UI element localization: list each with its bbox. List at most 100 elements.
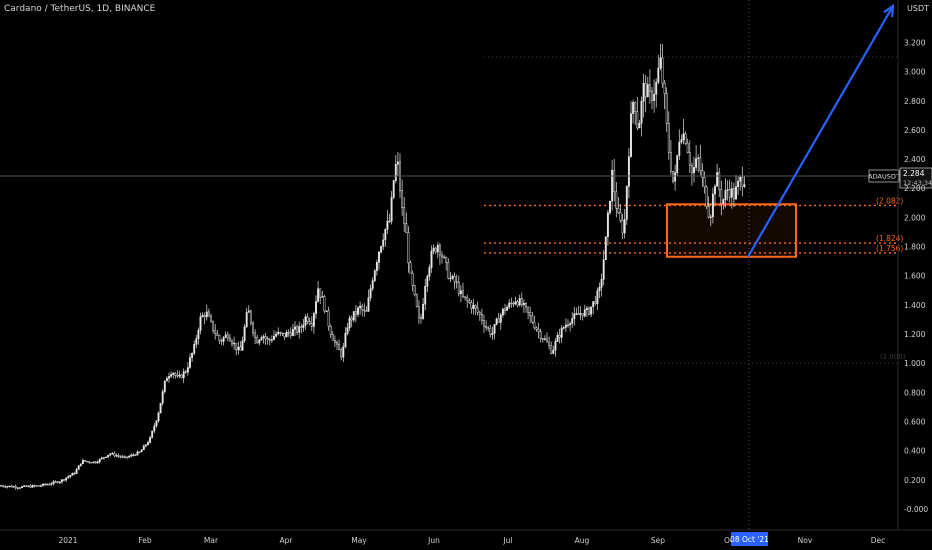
y-tick-label: 1.800 bbox=[904, 243, 926, 252]
candle-body bbox=[600, 279, 603, 288]
candle-body bbox=[455, 281, 458, 283]
candle-body bbox=[308, 321, 311, 324]
candle-body bbox=[142, 445, 145, 451]
candle-body bbox=[579, 313, 582, 315]
candle-body bbox=[732, 188, 735, 200]
candle-body bbox=[155, 420, 158, 427]
candle-body bbox=[138, 451, 141, 453]
candle-body bbox=[405, 223, 408, 233]
candle-body bbox=[550, 345, 553, 354]
candle-body bbox=[588, 307, 590, 315]
candle-body bbox=[466, 297, 469, 301]
candle-body bbox=[663, 82, 666, 94]
candle-body bbox=[638, 123, 641, 129]
candle-body bbox=[126, 456, 128, 458]
candle-body bbox=[424, 286, 427, 305]
candle-body bbox=[107, 454, 110, 458]
price-axis[interactable]: 3.200 3.000 2.800 2.600 2.400 2.200 2.000 1.800… bbox=[897, 0, 928, 530]
y-tick-label: 3.200 bbox=[904, 38, 926, 47]
candle-body bbox=[186, 367, 189, 373]
candle-body bbox=[695, 158, 698, 168]
candle-body bbox=[191, 352, 194, 358]
candle-body bbox=[279, 331, 282, 334]
candle-body bbox=[474, 305, 477, 309]
candle-body bbox=[726, 189, 729, 191]
candle-body bbox=[58, 481, 61, 484]
y-tick-label: 1.600 bbox=[904, 272, 926, 281]
candle-body bbox=[90, 462, 93, 464]
candle-body bbox=[720, 189, 723, 204]
candle-body bbox=[384, 229, 387, 241]
candle-body bbox=[174, 372, 177, 376]
candle-body bbox=[682, 133, 685, 141]
candle-body bbox=[203, 315, 206, 318]
candle-body bbox=[35, 485, 38, 487]
candle-body bbox=[543, 338, 546, 340]
candle-body bbox=[743, 184, 746, 187]
candle-body bbox=[180, 374, 183, 379]
candle-body bbox=[44, 483, 47, 486]
candle-body bbox=[147, 442, 149, 445]
candle-body bbox=[495, 318, 498, 325]
candle-body bbox=[693, 167, 695, 174]
candle-body bbox=[573, 313, 576, 319]
candle-body bbox=[741, 176, 744, 187]
candle-body bbox=[451, 275, 454, 279]
fib-level-label: (1.756) bbox=[876, 244, 903, 253]
candle-body bbox=[329, 325, 332, 335]
candle-body bbox=[289, 332, 292, 336]
candle-body bbox=[71, 472, 74, 476]
candle-body bbox=[256, 337, 259, 344]
candle-body bbox=[346, 327, 349, 334]
candle-body bbox=[233, 342, 236, 345]
candle-body bbox=[210, 315, 212, 322]
candle-body bbox=[552, 349, 555, 354]
candle-body bbox=[350, 317, 353, 321]
candle-body bbox=[701, 170, 704, 178]
x-tick-label: 2021 bbox=[58, 536, 77, 545]
candle-body bbox=[422, 303, 425, 319]
candle-body bbox=[96, 461, 99, 464]
candle-body bbox=[644, 82, 647, 98]
candle-body bbox=[420, 317, 422, 319]
candle-body bbox=[703, 177, 706, 188]
support-zone[interactable] bbox=[666, 203, 797, 258]
candle-body bbox=[140, 449, 143, 453]
candle-body bbox=[67, 476, 70, 479]
candle-body bbox=[730, 188, 733, 198]
fib-retracement[interactable]: (1.000) (2.082) (1.824)(1.756) bbox=[484, 56, 906, 364]
candle-body bbox=[539, 331, 542, 339]
time-axis[interactable]: 2021 Feb Mar Apr May Jun Jul Aug Sep Oc Nov Dec 08 O… bbox=[0, 529, 932, 546]
candle-body bbox=[216, 333, 219, 336]
candle-body bbox=[128, 455, 131, 458]
y-tick-label: 1.400 bbox=[904, 301, 926, 310]
candle-body bbox=[594, 301, 597, 304]
candle-body bbox=[235, 342, 238, 351]
candle-body bbox=[390, 197, 393, 222]
candle-body bbox=[172, 372, 175, 375]
candle-body bbox=[533, 321, 536, 329]
symbol-tag-label: ADAUSDT bbox=[868, 172, 900, 180]
candle-body bbox=[363, 309, 366, 312]
candle-body bbox=[123, 456, 126, 458]
candle-body bbox=[14, 486, 17, 489]
candle-body bbox=[470, 302, 473, 309]
candle-body bbox=[525, 302, 527, 308]
candle-body bbox=[0, 485, 2, 487]
candle-body bbox=[352, 311, 355, 321]
candle-body bbox=[109, 453, 112, 456]
candle-body bbox=[661, 57, 664, 84]
y-tick-label: 0.600 bbox=[904, 418, 926, 427]
candle-body bbox=[485, 325, 488, 328]
candle-body bbox=[65, 477, 68, 481]
candle-body bbox=[4, 486, 7, 488]
candle-body bbox=[283, 332, 286, 338]
candle-body bbox=[157, 412, 160, 422]
candle-body bbox=[522, 302, 525, 306]
candle-body bbox=[434, 247, 437, 253]
candle-body bbox=[739, 176, 742, 182]
candle-body bbox=[432, 247, 435, 252]
candle-body bbox=[577, 313, 580, 315]
